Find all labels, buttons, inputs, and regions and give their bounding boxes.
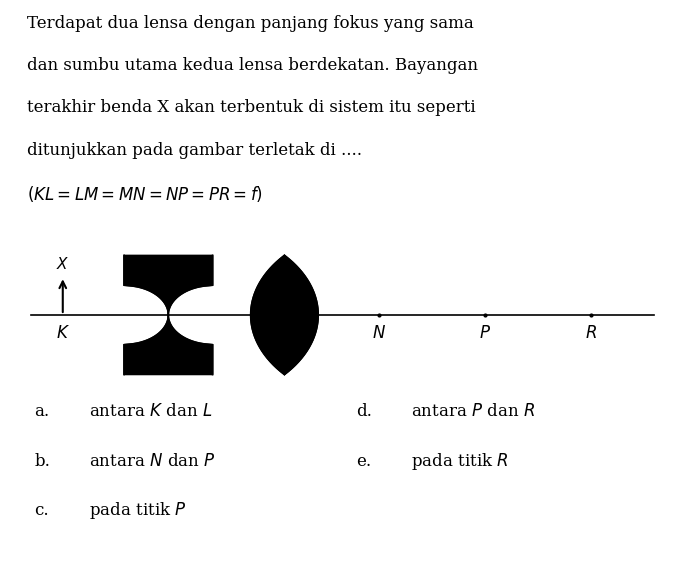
Text: dan sumbu utama kedua lensa berdekatan. Bayangan: dan sumbu utama kedua lensa berdekatan. …: [27, 57, 478, 74]
Text: $P$: $P$: [479, 325, 491, 342]
Text: Terdapat dua lensa dengan panjang fokus yang sama: Terdapat dua lensa dengan panjang fokus …: [27, 14, 474, 31]
Text: d.: d.: [356, 403, 372, 420]
Text: $K$: $K$: [55, 325, 70, 342]
Polygon shape: [124, 255, 212, 375]
Text: c.: c.: [34, 502, 49, 519]
Text: $N$: $N$: [373, 325, 386, 342]
Text: e.: e.: [356, 452, 371, 470]
Text: antara $K$ dan $L$: antara $K$ dan $L$: [89, 403, 212, 420]
Polygon shape: [251, 255, 319, 375]
Text: antara $N$ dan $P$: antara $N$ dan $P$: [89, 452, 216, 470]
Text: pada titik $R$: pada titik $R$: [411, 451, 509, 472]
Text: $(KL = LM = MN = NP = PR = f)$: $(KL = LM = MN = NP = PR = f)$: [27, 184, 264, 204]
Text: ditunjukkan pada gambar terletak di ....: ditunjukkan pada gambar terletak di ....: [27, 142, 362, 158]
Text: a.: a.: [34, 403, 49, 420]
Text: terakhir benda X akan terbentuk di sistem itu seperti: terakhir benda X akan terbentuk di siste…: [27, 99, 476, 116]
Text: $L$: $L$: [163, 325, 173, 342]
Text: b.: b.: [34, 452, 50, 470]
Text: $R$: $R$: [584, 325, 597, 342]
Text: antara $P$ dan $R$: antara $P$ dan $R$: [411, 403, 535, 420]
Text: $X$: $X$: [56, 256, 69, 272]
Text: pada titik $P$: pada titik $P$: [89, 500, 187, 521]
